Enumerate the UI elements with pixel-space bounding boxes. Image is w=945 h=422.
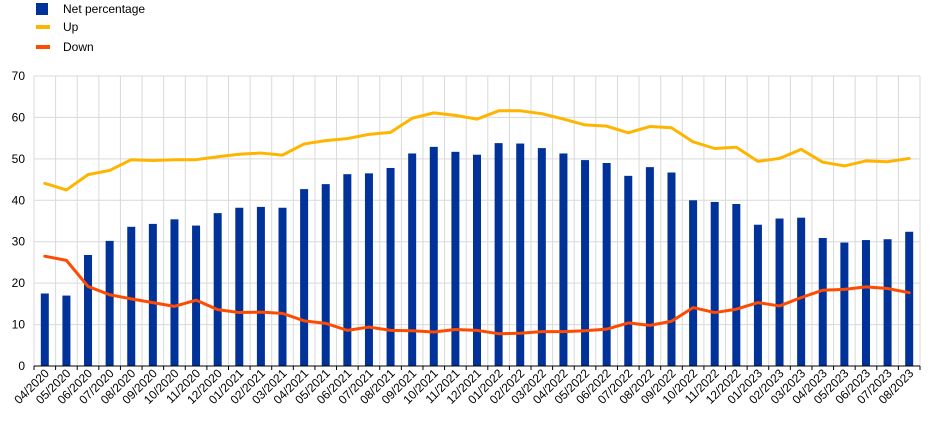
- legend-label: Net percentage: [63, 2, 145, 16]
- series-line-up: [43, 109, 911, 192]
- legend-label: Down: [63, 40, 94, 54]
- bar: [170, 219, 179, 366]
- y-tick-label: 0: [18, 359, 25, 373]
- bar: [861, 240, 870, 366]
- axes: 01020304050607004/202005/202006/202007/2…: [11, 69, 921, 407]
- legend: Net percentage Up Down: [36, 2, 145, 54]
- bar: [386, 167, 395, 366]
- bar: [775, 218, 784, 366]
- y-tick-label: 70: [12, 69, 26, 83]
- bar: [192, 225, 201, 366]
- bar: [667, 172, 676, 366]
- bar: [127, 226, 136, 366]
- bar: [148, 223, 157, 366]
- gridlines: [33, 75, 921, 366]
- bar: [494, 143, 503, 366]
- bar: [84, 254, 93, 366]
- bar: [624, 175, 633, 366]
- bar: [840, 242, 849, 366]
- bar: [905, 231, 914, 366]
- y-tick-label: 30: [12, 235, 26, 249]
- bar-series: [40, 143, 914, 366]
- bar: [732, 204, 741, 366]
- series-line-down: [43, 254, 911, 336]
- bar: [343, 174, 352, 366]
- bar: [429, 146, 438, 366]
- y-tick-label: 60: [12, 110, 26, 124]
- bar: [62, 295, 71, 366]
- bar: [602, 163, 611, 366]
- bar: [300, 189, 309, 366]
- y-tick-label: 40: [12, 193, 26, 207]
- y-tick-label: 10: [12, 318, 26, 332]
- y-tick-label: 20: [12, 276, 26, 290]
- legend-swatch-line: [36, 45, 50, 49]
- bar: [105, 240, 114, 366]
- bar: [581, 160, 590, 366]
- bar: [559, 153, 568, 366]
- bar: [645, 167, 654, 366]
- bar: [883, 239, 892, 366]
- bar: [797, 217, 806, 366]
- bar: [40, 293, 49, 366]
- bar: [473, 154, 481, 366]
- bar: [278, 207, 287, 366]
- bar: [516, 143, 525, 366]
- bar: [364, 173, 373, 366]
- bar: [689, 200, 698, 366]
- bar: [818, 237, 827, 366]
- line-series: [43, 109, 911, 336]
- bar: [710, 201, 719, 366]
- bar: [213, 213, 222, 366]
- y-tick-label: 50: [12, 152, 26, 166]
- bar: [537, 148, 546, 366]
- bar: [408, 153, 417, 366]
- bar: [451, 151, 460, 366]
- legend-label: Up: [63, 20, 79, 34]
- legend-swatch-bar: [36, 3, 48, 15]
- bar: [321, 184, 330, 366]
- bar: [753, 224, 762, 366]
- legend-swatch-line: [36, 25, 50, 29]
- bar: [235, 207, 244, 366]
- bar: [256, 206, 265, 366]
